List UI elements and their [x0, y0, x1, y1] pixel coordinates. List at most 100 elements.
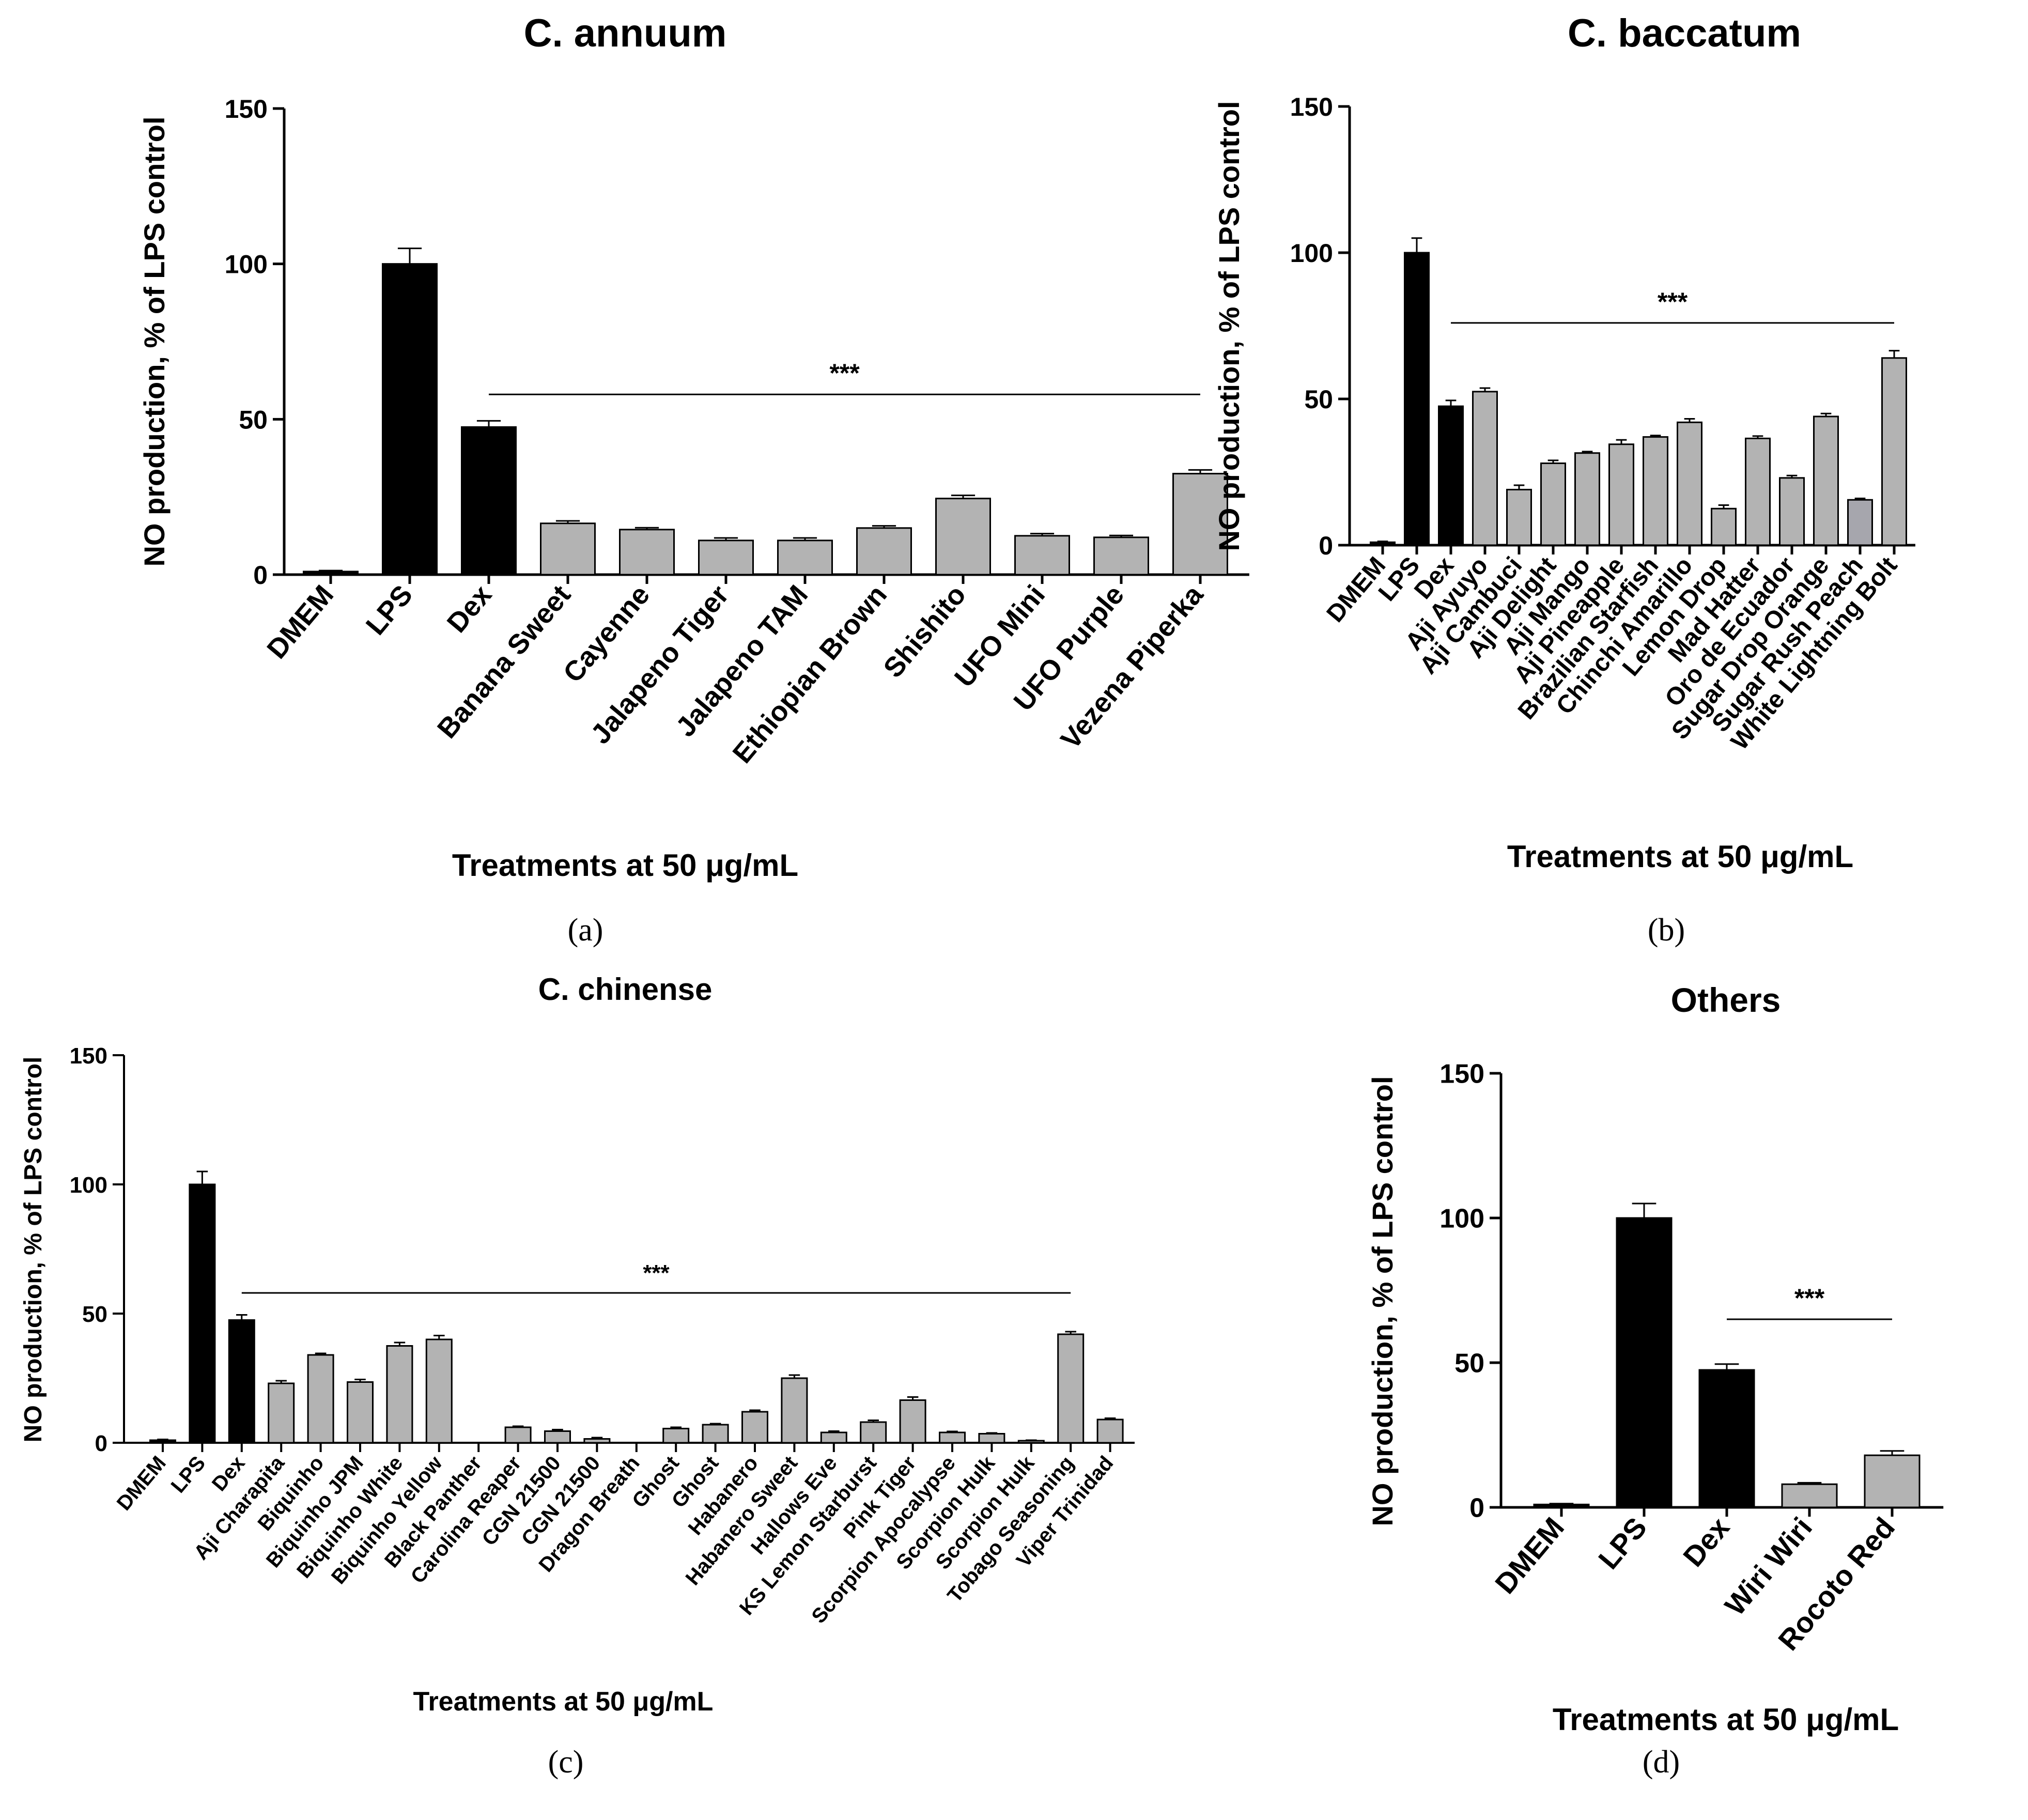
x-axis-label: Treatments at 50 μg/mL	[413, 1687, 714, 1717]
bar	[1533, 1503, 1590, 1508]
bar	[540, 522, 596, 576]
bar	[583, 1438, 611, 1444]
bar	[1574, 452, 1600, 546]
panel-caption: (d)	[1643, 1745, 1680, 1780]
chart-title: C. baccatum	[1568, 11, 1801, 55]
bar	[856, 527, 912, 576]
bar	[228, 1319, 255, 1444]
y-tick-label: 150	[70, 1043, 107, 1069]
bar	[1711, 507, 1737, 546]
bar	[347, 1381, 374, 1444]
bar	[1698, 1369, 1755, 1508]
y-axis-label: NO production, % of LPS control	[1366, 1076, 1399, 1526]
bar	[1017, 1440, 1045, 1444]
category-label: LPS	[167, 1452, 210, 1498]
bar	[307, 1354, 334, 1444]
bar	[777, 539, 833, 576]
bar	[149, 1439, 176, 1444]
bar	[1472, 391, 1498, 546]
bar	[1643, 436, 1668, 546]
bar	[1847, 499, 1873, 546]
bar	[1096, 1418, 1124, 1444]
x-axis-label: Treatments at 50 μg/mL	[1553, 1702, 1899, 1737]
bar	[939, 1431, 966, 1444]
bar	[1093, 536, 1149, 576]
bar	[1616, 1217, 1673, 1508]
y-tick-label: 50	[1304, 385, 1333, 414]
chart-title: Others	[1671, 981, 1781, 1019]
bar	[1404, 252, 1430, 546]
category-label: Vezena Piperka	[1055, 579, 1209, 755]
bar	[1014, 535, 1070, 576]
x-axis-label: Treatments at 50 μg/mL	[1507, 839, 1853, 874]
category-label: Jalapeno Tiger	[585, 579, 735, 750]
bar	[978, 1433, 1005, 1444]
bar	[741, 1411, 768, 1444]
panel-caption: (a)	[568, 913, 603, 948]
bar	[1781, 1483, 1838, 1508]
panel-b-chart: C. baccatum 0 50 100 150 NO production, % of …	[1213, 11, 1915, 948]
x-axis-label: Treatments at 50 μg/mL	[452, 848, 798, 883]
y-tick-label: 0	[1469, 1493, 1484, 1523]
significance-label: ***	[829, 359, 860, 388]
bar	[1438, 405, 1464, 546]
bar	[1779, 477, 1805, 546]
bar	[189, 1183, 216, 1444]
bar	[1540, 462, 1566, 546]
y-tick-label: 50	[82, 1302, 107, 1327]
significance-label: ***	[1794, 1284, 1825, 1313]
bar	[1813, 415, 1839, 546]
bar	[386, 1345, 413, 1444]
panel-d-chart: Others 0 50 100 150 NO production, % of LPS c…	[1366, 981, 1944, 1780]
bar	[899, 1399, 926, 1444]
chart-title: C. chinense	[538, 972, 713, 1007]
bar	[504, 1426, 532, 1444]
panel-caption: (c)	[548, 1745, 584, 1780]
bar	[698, 539, 754, 576]
y-tick-label: 0	[1319, 531, 1333, 560]
bar	[662, 1428, 690, 1444]
category-label: DMEM	[113, 1452, 171, 1515]
y-axis-label: NO production, % of LPS control	[1213, 101, 1245, 551]
bar	[860, 1421, 887, 1444]
y-tick-label: 50	[1454, 1349, 1484, 1379]
y-tick-label: 100	[1439, 1204, 1484, 1234]
significance-label: ***	[643, 1260, 670, 1286]
category-label: DMEM	[261, 579, 339, 665]
bar	[1608, 443, 1634, 546]
category-label: Dex	[1677, 1511, 1736, 1572]
y-tick-label: 0	[95, 1431, 107, 1456]
bar	[268, 1382, 295, 1444]
bar	[544, 1430, 571, 1444]
category-label: Dex	[441, 579, 498, 638]
bar	[1864, 1454, 1921, 1508]
bar	[1172, 473, 1228, 576]
bar	[820, 1431, 847, 1444]
y-tick-label: 0	[253, 561, 268, 590]
bar	[781, 1377, 808, 1444]
chart-title: C. annuum	[524, 11, 727, 55]
bar	[1677, 421, 1702, 546]
bar	[461, 426, 517, 576]
bar	[619, 529, 675, 576]
y-tick-label: 100	[70, 1173, 107, 1198]
panel-caption: (b)	[1648, 913, 1685, 948]
bar	[935, 498, 991, 576]
category-label: Ethiopian Brown	[726, 579, 893, 769]
y-tick-label: 50	[239, 405, 268, 434]
bar	[382, 263, 438, 576]
y-axis-label: NO production, % of LPS control	[138, 116, 171, 566]
y-tick-label: 150	[1439, 1059, 1484, 1089]
bar	[425, 1338, 453, 1444]
significance-label: ***	[1658, 287, 1688, 316]
bar	[702, 1424, 729, 1444]
bar	[1881, 357, 1907, 546]
category-label: LPS	[360, 579, 419, 641]
bar	[1745, 437, 1771, 546]
y-tick-label: 150	[225, 95, 268, 124]
panel-c-chart: C. chinense 0 50 100 150 NO production, % of …	[20, 972, 1135, 1780]
panel-a-chart: C. annuum 0 50 100 150 NO production, % of LP…	[138, 11, 1249, 948]
bar	[1506, 488, 1532, 546]
y-axis-label: NO production, % of LPS control	[20, 1057, 47, 1443]
